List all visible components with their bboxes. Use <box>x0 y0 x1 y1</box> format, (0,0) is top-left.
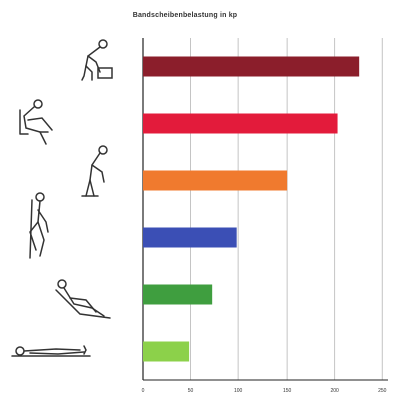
sitting-upright-person-icon <box>29 192 49 259</box>
bar <box>143 113 338 134</box>
bar <box>143 284 213 305</box>
x-tick-label: 250 <box>378 388 387 394</box>
bar <box>143 227 237 248</box>
bar <box>143 170 288 191</box>
bar <box>143 341 190 362</box>
bar <box>143 56 360 77</box>
x-tick-label: 50 <box>188 388 194 394</box>
x-tick-label: 0 <box>142 388 145 394</box>
sitting-bent-person-icon <box>19 99 53 145</box>
lifting-person-icon <box>81 39 113 81</box>
bar-layer <box>143 56 360 362</box>
x-tick-label: 200 <box>331 388 340 394</box>
chart-title: Bandscheibenbelastung in kp <box>132 12 238 19</box>
reclining-person-icon <box>55 279 111 319</box>
x-tick-label: 100 <box>234 388 243 394</box>
standing-bent-person-icon <box>81 145 108 197</box>
tick-layer: 0 50 100 150 200 250 <box>142 388 387 394</box>
grid-layer <box>142 38 388 381</box>
x-tick-label: 150 <box>283 388 292 394</box>
lying-person-icon <box>11 345 91 357</box>
